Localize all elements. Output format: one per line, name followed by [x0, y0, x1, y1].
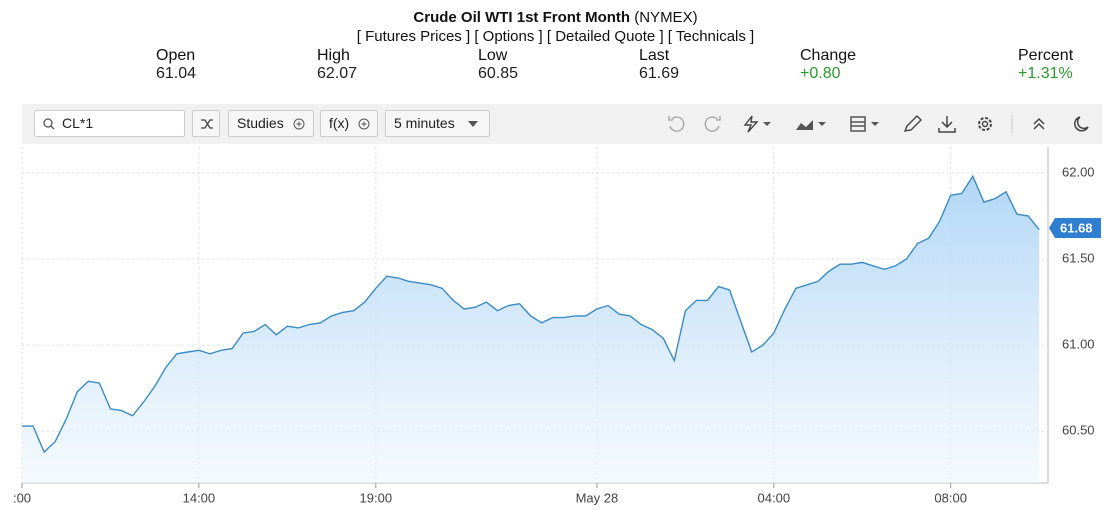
quote-item: Change +0.80 [800, 47, 856, 83]
header-links: [ Futures Prices ] [ Options ] [ Detaile… [0, 28, 1111, 45]
interval-select[interactable]: 5 minutes [385, 110, 490, 137]
quote-label: Percent [1018, 47, 1074, 64]
x-tick-label: 14:00 [183, 490, 216, 505]
plus-icon [358, 118, 370, 130]
y-tick-label: 60.50 [1062, 423, 1095, 438]
quote-item: Percent +1.31% [1018, 47, 1073, 83]
quote-value: 61.04 [156, 65, 197, 82]
exchange: (NYMEX) [634, 9, 698, 26]
function-button[interactable]: f(x) [320, 110, 378, 137]
studies-label: Studies [237, 115, 284, 131]
quote-label: High [317, 47, 350, 64]
link[interactable]: [ Futures Prices ] [356, 28, 471, 45]
compare-button[interactable] [192, 110, 220, 137]
symbol: CL*1 [62, 115, 94, 131]
last-price-tag [1049, 217, 1101, 238]
link[interactable]: [ Options ] [474, 28, 543, 45]
x-tick-label: 08:00 [934, 490, 967, 505]
quote-item: Low 60.85 [478, 47, 518, 83]
function-label: f(x) [329, 115, 350, 131]
link[interactable]: [ Technicals ] [667, 28, 755, 45]
quote-label: Change [800, 47, 857, 64]
quote-item: Last 61.69 [639, 47, 679, 83]
quote-label: Last [639, 47, 670, 64]
area [22, 176, 1040, 484]
symbol-input[interactable]: CL*1 [34, 110, 185, 137]
y-tick-label: 62.00 [1062, 164, 1095, 179]
shuffle-icon [201, 119, 213, 129]
caret-icon [468, 121, 478, 127]
caret-icon [763, 122, 771, 126]
x-tick-label: May 28 [576, 490, 619, 505]
plus-icon [293, 118, 305, 130]
studies-button[interactable]: Studies [228, 110, 314, 137]
theme-icon[interactable] [1074, 116, 1089, 132]
last-price-label: 61.68 [1060, 220, 1093, 235]
caret-icon [818, 122, 826, 126]
quote-value: 60.85 [478, 65, 519, 82]
undo-icon[interactable] [668, 116, 685, 132]
line [22, 174, 1040, 454]
quote-item: High 62.07 [317, 47, 357, 83]
settings-icon [981, 120, 989, 128]
events-icon[interactable] [743, 115, 759, 133]
collapse-icon[interactable] [1033, 117, 1045, 130]
x-tick-label: :00 [13, 490, 31, 505]
quote-label: Low [478, 47, 508, 64]
quote-value: +0.80 [800, 65, 841, 82]
toolbar-icons [668, 115, 1089, 133]
download-icon[interactable] [938, 116, 956, 133]
title: Crude Oil WTI 1st Front Month [413, 9, 631, 26]
layout-icon[interactable] [850, 116, 866, 132]
header-title: Crude Oil WTI 1st Front Month (NYMEX) [0, 9, 1111, 26]
quote-label: Open [156, 47, 196, 64]
x-tick-label: 19:00 [360, 490, 393, 505]
quote-item: Open 61.04 [156, 47, 196, 83]
y-tick-label: 61.00 [1062, 337, 1095, 352]
link[interactable]: [ Detailed Quote ] [546, 28, 664, 45]
settings-icon[interactable] [978, 117, 992, 131]
quote-value: 62.07 [317, 65, 358, 82]
y-tick-label: 61.50 [1062, 250, 1095, 265]
draw-icon[interactable] [903, 115, 922, 132]
quote-value: 61.69 [639, 65, 680, 82]
search-icon [43, 118, 55, 130]
quote-value: +1.31% [1018, 65, 1073, 82]
chart-type-icon[interactable] [796, 120, 813, 130]
toolbar: CL*1 Studies f(x) 5 minutes [22, 104, 1102, 144]
redo-icon[interactable] [704, 116, 721, 132]
interval-label: 5 minutes [394, 115, 455, 131]
caret-icon [871, 122, 879, 126]
x-tick-label: 04:00 [758, 490, 791, 505]
